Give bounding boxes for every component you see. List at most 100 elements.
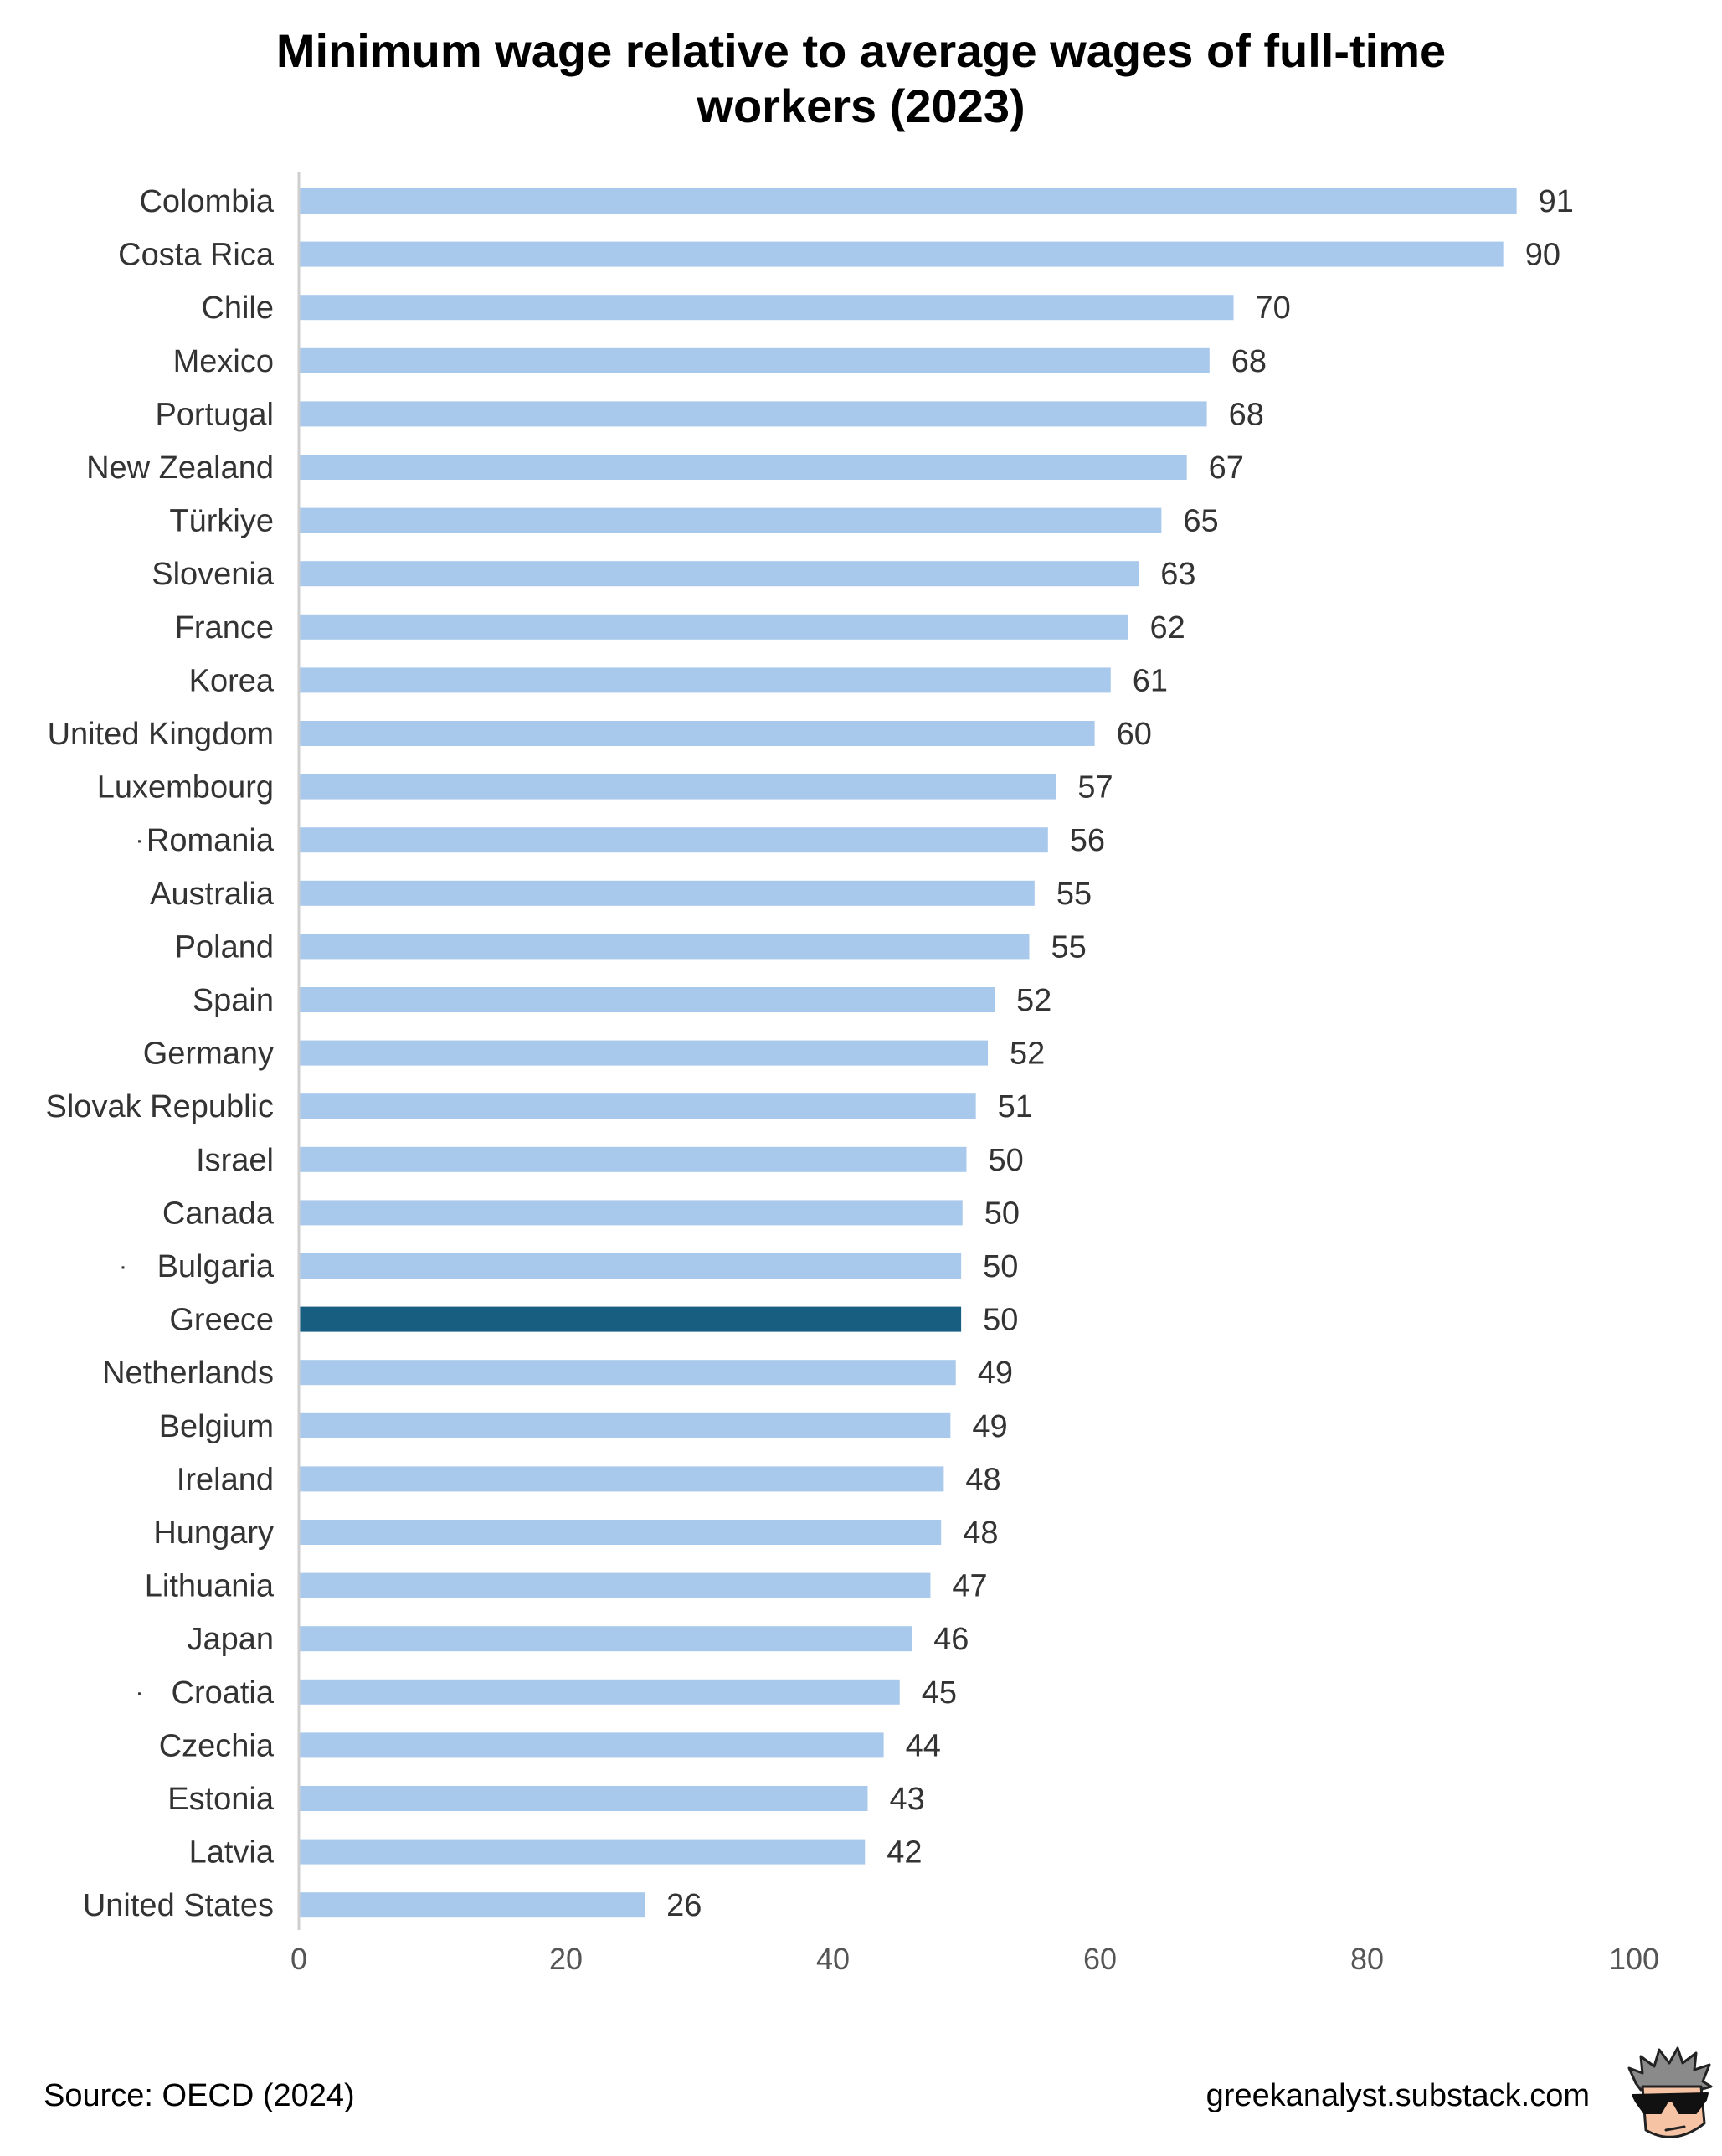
value-label-hungary: 48 bbox=[963, 1515, 998, 1551]
bar-united-kingdom bbox=[299, 721, 1095, 746]
x-tick-80: 80 bbox=[1350, 1942, 1384, 1976]
value-label-czechia: 44 bbox=[906, 1728, 941, 1763]
bar-poland bbox=[299, 934, 1030, 960]
value-label-luxembourg: 57 bbox=[1077, 770, 1113, 805]
category-label-united-states: United States bbox=[83, 1888, 274, 1923]
source-note: Source: OECD (2024) bbox=[44, 2078, 355, 2113]
value-label-netherlands: 49 bbox=[978, 1356, 1013, 1391]
category-label-portugal: Portugal bbox=[155, 397, 274, 432]
value-label-ireland: 48 bbox=[965, 1462, 1000, 1497]
category-label-ireland: Ireland bbox=[177, 1462, 274, 1497]
category-label-france: France bbox=[175, 610, 274, 646]
value-label-estonia: 43 bbox=[889, 1782, 924, 1817]
category-label-estonia: Estonia bbox=[167, 1782, 275, 1817]
value-label-israel: 50 bbox=[989, 1143, 1024, 1178]
value-label-new-zealand: 67 bbox=[1209, 450, 1244, 486]
value-label-japan: 46 bbox=[933, 1622, 969, 1657]
bar-belgium bbox=[299, 1412, 951, 1438]
category-label-japan: Japan bbox=[187, 1622, 274, 1657]
chart-title: Minimum wage relative to average wages o… bbox=[0, 23, 1722, 134]
value-label-korea: 61 bbox=[1133, 663, 1168, 698]
marker-croatia: · bbox=[136, 1679, 144, 1706]
bar-australia bbox=[299, 880, 1035, 906]
bar-greece bbox=[299, 1306, 962, 1332]
category-label-poland: Poland bbox=[175, 929, 274, 965]
bar-united-states bbox=[299, 1892, 645, 1918]
value-label-turkiye: 65 bbox=[1183, 504, 1218, 539]
bar-ireland bbox=[299, 1466, 944, 1492]
bar-japan bbox=[299, 1626, 912, 1652]
marker-romania: · bbox=[136, 826, 144, 854]
bar-portugal bbox=[299, 401, 1207, 427]
bar-mexico bbox=[299, 347, 1210, 373]
value-label-costa-rica: 90 bbox=[1525, 238, 1560, 273]
x-tick-100: 100 bbox=[1609, 1942, 1659, 1976]
category-label-czechia: Czechia bbox=[159, 1728, 275, 1763]
bar-new-zealand bbox=[299, 455, 1187, 480]
category-label-germany: Germany bbox=[143, 1037, 274, 1072]
marker-bulgaria: · bbox=[119, 1253, 127, 1280]
sunglasses-avatar-icon bbox=[1627, 2046, 1713, 2138]
category-label-costa-rica: Costa Rica bbox=[118, 238, 275, 273]
bar-israel bbox=[299, 1146, 967, 1172]
bar-croatia bbox=[299, 1679, 900, 1705]
value-label-slovenia: 63 bbox=[1160, 557, 1195, 592]
category-label-greece: Greece bbox=[169, 1303, 274, 1338]
bar-slovak-republic bbox=[299, 1093, 976, 1119]
category-label-israel: Israel bbox=[196, 1143, 274, 1178]
value-label-slovak-republic: 51 bbox=[998, 1089, 1033, 1124]
bar-lithuania bbox=[299, 1572, 931, 1598]
value-label-spain: 52 bbox=[1016, 983, 1051, 1018]
x-tick-40: 40 bbox=[816, 1942, 850, 1976]
x-tick-60: 60 bbox=[1083, 1942, 1117, 1976]
bar-luxembourg bbox=[299, 774, 1056, 800]
category-label-canada: Canada bbox=[162, 1196, 275, 1231]
category-label-spain: Spain bbox=[193, 983, 274, 1018]
category-label-croatia: Croatia bbox=[172, 1675, 275, 1711]
value-label-mexico: 68 bbox=[1231, 344, 1267, 379]
category-label-new-zealand: New Zealand bbox=[86, 450, 274, 486]
value-label-germany: 52 bbox=[1010, 1037, 1045, 1072]
bar-spain bbox=[299, 987, 995, 1012]
category-label-slovenia: Slovenia bbox=[152, 557, 275, 592]
category-label-slovak-republic: Slovak Republic bbox=[46, 1089, 274, 1124]
bar-turkiye bbox=[299, 507, 1162, 533]
bar-france bbox=[299, 614, 1128, 640]
bar-costa-rica bbox=[299, 241, 1504, 267]
bar-czechia bbox=[299, 1732, 884, 1758]
value-label-belgium: 49 bbox=[972, 1409, 1007, 1444]
category-label-latvia: Latvia bbox=[189, 1835, 275, 1870]
bar-hungary bbox=[299, 1520, 942, 1545]
category-label-korea: Korea bbox=[189, 663, 275, 698]
bar-germany bbox=[299, 1040, 989, 1066]
value-label-romania: 56 bbox=[1070, 823, 1105, 858]
bar-bulgaria bbox=[299, 1253, 962, 1279]
value-label-united-kingdom: 60 bbox=[1117, 717, 1152, 752]
category-label-bulgaria: Bulgaria bbox=[157, 1249, 275, 1284]
category-label-belgium: Belgium bbox=[159, 1409, 274, 1444]
category-label-united-kingdom: United Kingdom bbox=[48, 717, 274, 752]
bar-colombia bbox=[299, 188, 1517, 214]
category-label-turkiye: Türkiye bbox=[169, 504, 274, 539]
value-label-chile: 70 bbox=[1256, 291, 1291, 326]
bar-estonia bbox=[299, 1786, 868, 1811]
x-axis-ticks: 0 20 40 60 80 100 bbox=[290, 1942, 1659, 1976]
category-label-chile: Chile bbox=[201, 291, 274, 326]
category-label-australia: Australia bbox=[150, 877, 275, 912]
value-label-united-states: 26 bbox=[666, 1888, 702, 1923]
bars-layer bbox=[299, 188, 1517, 1918]
category-label-lithuania: Lithuania bbox=[145, 1569, 275, 1604]
value-label-france: 62 bbox=[1149, 610, 1185, 646]
value-label-croatia: 45 bbox=[922, 1675, 957, 1711]
value-label-australia: 55 bbox=[1056, 877, 1092, 912]
bar-canada bbox=[299, 1200, 963, 1226]
value-label-portugal: 68 bbox=[1229, 397, 1264, 432]
category-label-romania: Romania bbox=[146, 823, 275, 858]
site-link[interactable]: greekanalyst.substack.com bbox=[1205, 2078, 1590, 2113]
value-label-colombia: 91 bbox=[1539, 184, 1574, 219]
value-label-canada: 50 bbox=[984, 1196, 1020, 1231]
chart-title-line-1: Minimum wage relative to average wages o… bbox=[275, 24, 1447, 77]
category-label-luxembourg: Luxembourg bbox=[97, 770, 274, 805]
category-label-netherlands: Netherlands bbox=[102, 1356, 274, 1391]
